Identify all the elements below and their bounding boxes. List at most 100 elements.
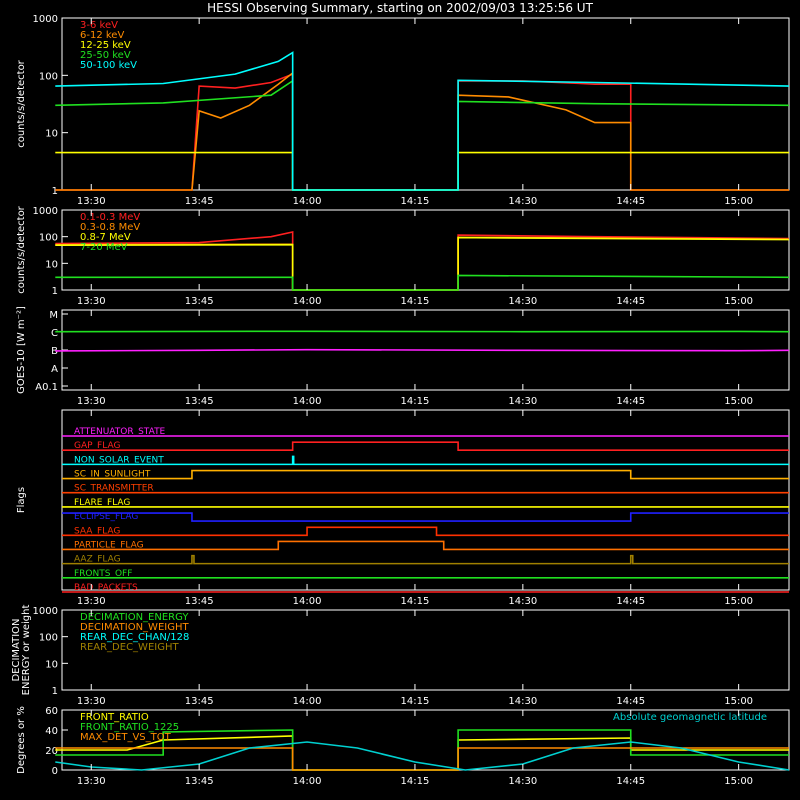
p1-xlabel-3: 14:15 [401,196,430,207]
p1-legend-2: 12-25 keV [80,40,131,51]
p3-xlabel-3: 14:15 [401,396,430,407]
flag-label-1: GAP_FLAG [74,441,120,451]
p3-xlabel-2: 14:00 [293,396,322,407]
p6-legend-2: MAX_DET_VS_TOT [80,732,172,743]
p4-ylabel: Flags [16,487,27,513]
p5-legend-2: REAR_DEC_CHAN/128 [80,632,189,643]
p5-xlabel-3: 14:15 [401,696,430,707]
flag-line-7 [62,526,789,537]
p6-ylabel: Degrees or % [16,706,27,774]
p6-legend-1: FRONT_RATIO_1225 [80,722,179,733]
p4-xlabel-4: 14:30 [508,596,537,607]
p6-ytick-label-1: 20 [45,746,58,757]
p1-ytick-label-1: 10 [45,129,58,140]
flag-label-7: SAA_FLAG [74,526,120,536]
p5-ytick-label-1: 10 [45,659,58,670]
flag-label-0: ATTENUATOR_STATE [74,427,166,437]
p6-xlabel-4: 14:30 [508,776,537,787]
p1-xlabel-2: 14:00 [293,196,322,207]
p6-xlabel-1: 13:45 [185,776,214,787]
p3-xlabel-6: 15:00 [724,396,753,407]
flag-line-3 [62,469,789,480]
p5-ytick-label-3: 1000 [33,606,58,617]
flag-label-9: AAZ_FLAG [74,555,121,565]
p5-xlabel-1: 13:45 [185,696,214,707]
p2-ytick-label-1: 10 [45,259,58,270]
p3-ytick-label-2: B [51,346,58,357]
p5-legend-1: DECIMATION_WEIGHT [80,622,189,633]
p5-xlabel-0: 13:30 [77,696,106,707]
p3-xlabel-4: 14:30 [508,396,537,407]
p2-xlabel-1: 13:45 [185,296,214,307]
flag-label-10: FRONTS_OFF [74,569,132,579]
p2-series-3 [55,274,790,291]
p3-series-1 [55,348,790,352]
p2-legend-3: 7-20 MeV [80,242,128,253]
p2-legend-0: 0.1-0.3 MeV [80,212,140,223]
p4-xlabel-0: 13:30 [77,596,106,607]
p5-ytick-label-0: 1 [52,686,58,697]
p6-xlabel-2: 14:00 [293,776,322,787]
p5-legend-3: REAR_DEC_WEIGHT [80,642,179,653]
p6-legend-0: FRONT_RATIO [80,712,149,723]
p6-xlabel-0: 13:30 [77,776,106,787]
p3-ytick-label-3: C [51,328,58,339]
p5-xlabel-4: 14:30 [508,696,537,707]
p2-xlabel-0: 13:30 [77,296,106,307]
flag-label-11: BAD_PACKETS [74,583,138,593]
p4-frame [61,409,790,591]
p5-ylabel: ENERGY or weight [21,605,32,696]
p3-ytick-label-4: M [49,310,58,321]
p4-xlabel-3: 14:15 [401,596,430,607]
p6-ytick-label-2: 40 [45,726,58,737]
p1-xlabel-4: 14:30 [508,196,537,207]
p4-xlabel-1: 13:45 [185,596,214,607]
p6-xlabel-6: 15:00 [724,776,753,787]
p1-legend-0: 3-6 keV [80,20,118,31]
p1-xlabel-0: 13:30 [77,196,106,207]
p2-legend-1: 0.3-0.8 MeV [80,222,140,233]
p6-ytick-label-0: 0 [52,766,58,777]
flag-label-6: ECLIPSE_FLAG [74,512,138,522]
p3-ytick-label-1: A [51,364,58,375]
flag-label-5: FLARE_FLAG [74,498,130,508]
p3-xlabel-5: 14:45 [616,396,645,407]
p6-series-3 [55,741,790,771]
p6-xlabel-3: 14:15 [401,776,430,787]
p2-ytick-label-2: 100 [39,233,58,244]
flag-line-8 [62,540,789,551]
p3-xlabel-1: 13:45 [185,396,214,407]
p6-annotation: Absolute geomagnetic latitude [613,712,767,723]
p5-xlabel-6: 15:00 [724,696,753,707]
p5-xlabel-5: 14:45 [616,696,645,707]
p1-xlabel-1: 13:45 [185,196,214,207]
flag-line-2 [62,455,789,466]
p1-legend-4: 50-100 keV [80,60,137,71]
p5-legend-0: DECIMATION_ENERGY [80,612,189,623]
flag-line-9 [62,554,789,565]
p4-xlabel-2: 14:00 [293,596,322,607]
p5-ytick-label-2: 100 [39,633,58,644]
flag-line-6 [62,512,789,522]
p2-xlabel-4: 14:30 [508,296,537,307]
flag-label-3: SC_IN_SUNLIGHT [74,470,151,480]
p1-ytick-label-3: 1000 [33,14,58,25]
p6-ytick-label-3: 60 [45,706,58,717]
p4-xlabel-6: 15:00 [724,596,753,607]
p1-legend-3: 25-50 keV [80,50,131,61]
p1-legend-1: 6-12 keV [80,30,124,41]
flag-label-2: NON_SOLAR_EVENT [74,455,164,465]
p5-xlabel-2: 14:00 [293,696,322,707]
p2-xlabel-2: 14:00 [293,296,322,307]
flag-line-1 [62,441,789,451]
p2-ytick-label-3: 1000 [33,206,58,217]
p1-series-4 [55,51,790,191]
p2-ylabel: counts/s/detector [16,205,27,293]
p4-xlabel-5: 14:45 [616,596,645,607]
p2-xlabel-5: 14:45 [616,296,645,307]
p3-ylabel: GOES-10 [W m⁻²] [16,306,27,394]
p5-frame [61,609,790,691]
p5-ylabel: DECIMATION [11,618,22,681]
p1-ytick-label-0: 1 [52,186,58,197]
